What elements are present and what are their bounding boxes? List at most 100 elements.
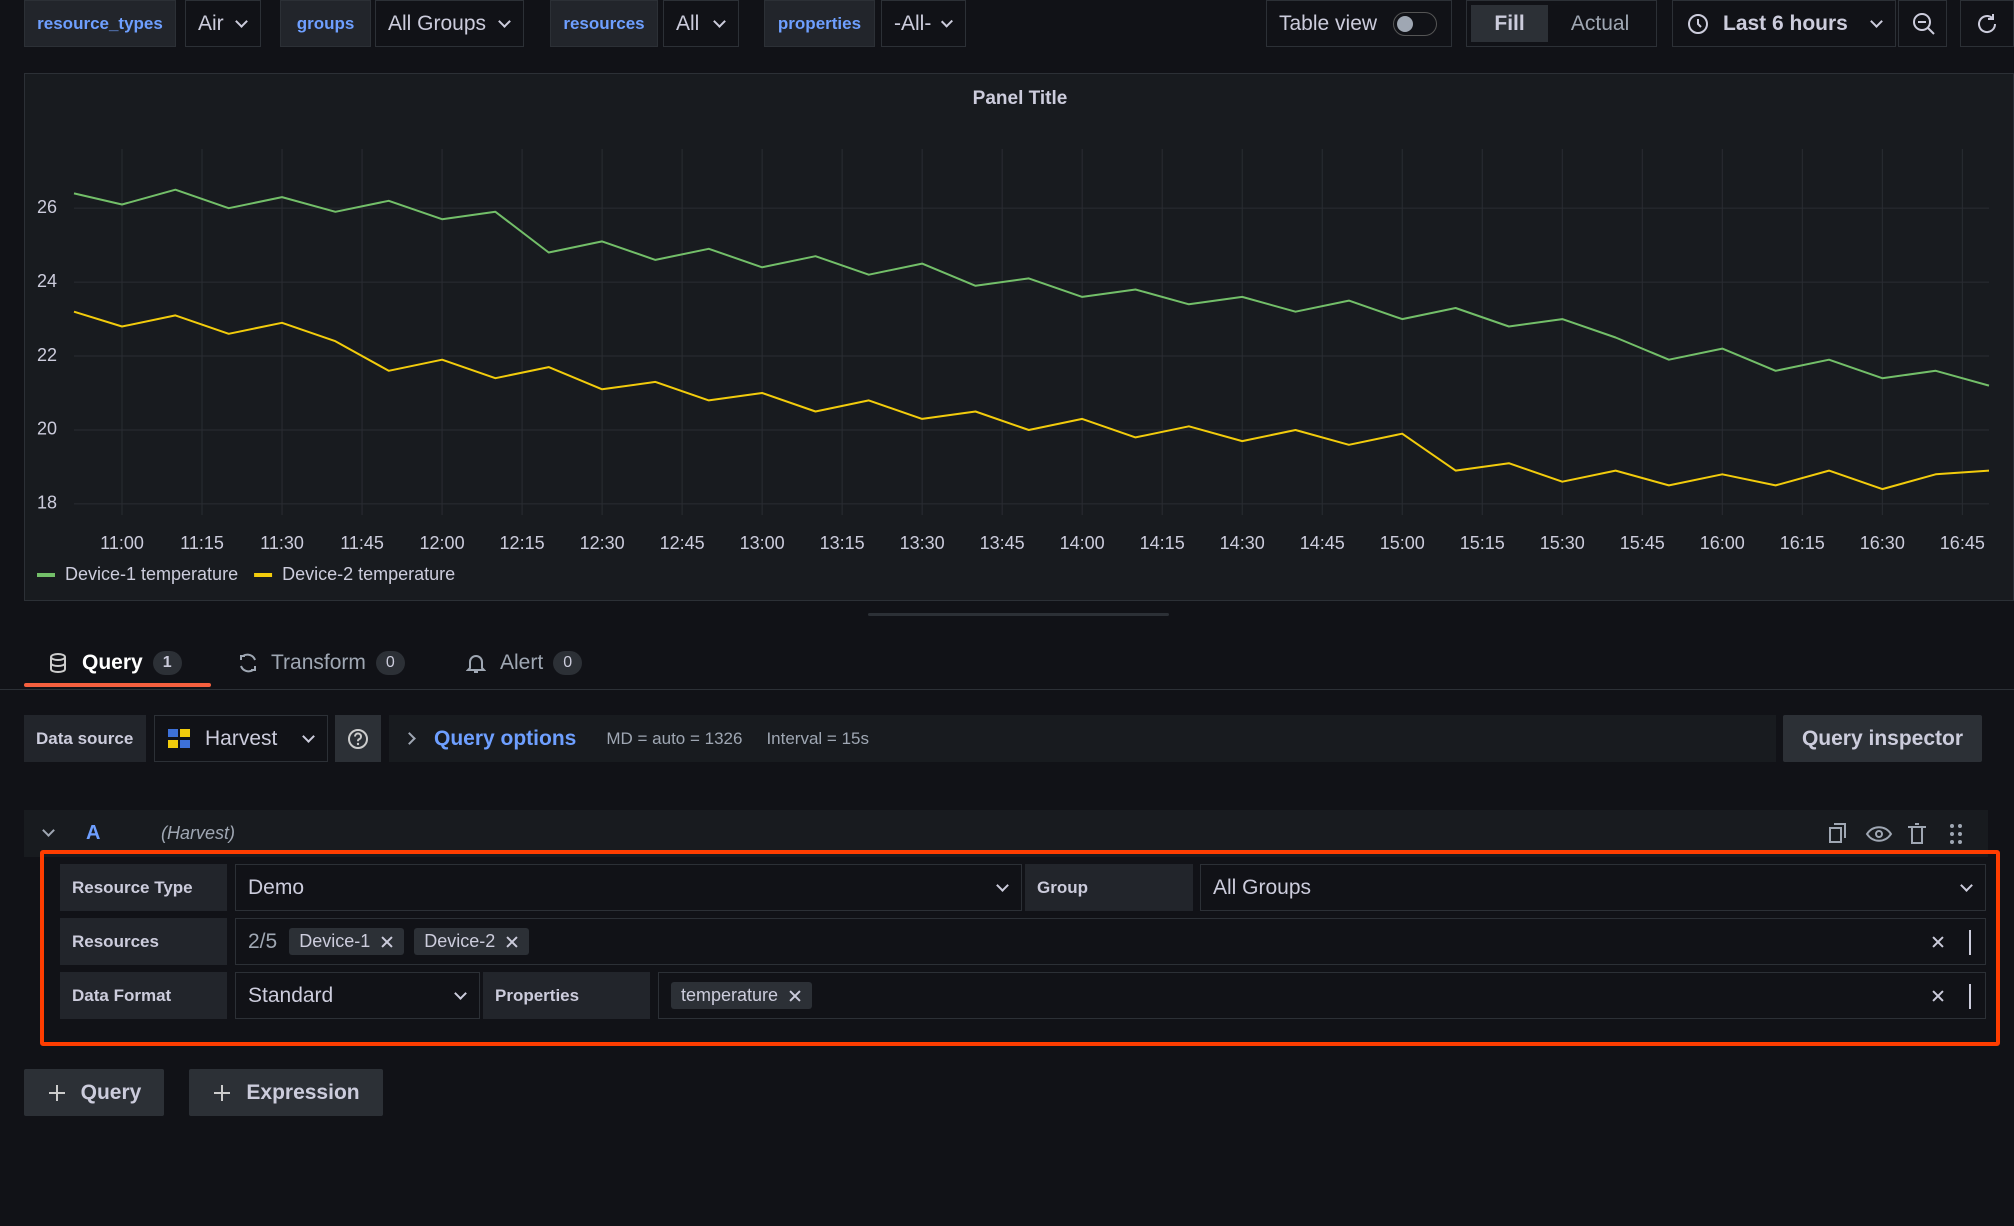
query-options-label: Query options	[434, 727, 576, 751]
time-range: Last 6 hours	[1723, 12, 1848, 36]
panel: Panel Title 182022242611:0011:1511:3011:…	[24, 73, 2014, 601]
x-tick-label: 14:00	[1060, 533, 1105, 553]
x-tick-label: 16:45	[1940, 533, 1985, 553]
variable-label: resources	[550, 0, 658, 47]
x-tick-label: 13:45	[980, 533, 1025, 553]
button-label: Query	[81, 1081, 142, 1105]
chip-label: temperature	[681, 985, 778, 1006]
variable-select[interactable]: Air	[185, 0, 261, 47]
chip[interactable]: temperature	[671, 982, 812, 1009]
x-tick-label: 16:00	[1700, 533, 1745, 553]
tab[interactable]: Alert 0	[466, 647, 582, 679]
data-source-label: Data source	[24, 715, 146, 762]
x-tick-label: 13:30	[900, 533, 945, 553]
button-label: Expression	[246, 1081, 359, 1105]
fill-actual-group: FillActual	[1466, 0, 1657, 47]
x-tick-label: 15:15	[1460, 533, 1505, 553]
query-inspector-button[interactable]: Query inspector	[1783, 715, 1982, 762]
x-tick-label: 11:45	[340, 533, 384, 553]
toggle-label: Table view	[1279, 12, 1377, 36]
x-tick-label: 15:45	[1620, 533, 1665, 553]
chip[interactable]: Device-1	[289, 928, 404, 955]
x-tick-label: 14:15	[1140, 533, 1185, 553]
field-label: Resources	[60, 918, 227, 965]
refresh-button[interactable]	[1960, 0, 2014, 47]
y-tick-label: 20	[37, 419, 57, 439]
field-label: Properties	[483, 972, 650, 1019]
table-view-toggle[interactable]: Table view	[1266, 0, 1452, 47]
x-tick-label: 12:00	[420, 533, 465, 553]
field-label: Data Format	[60, 972, 227, 1019]
properties-select[interactable]: temperature	[658, 972, 1986, 1019]
x-tick-label: 13:15	[820, 533, 865, 553]
chart: Panel Title 182022242611:0011:1511:3011:…	[25, 74, 2013, 600]
query-actions[interactable]	[1824, 822, 1984, 846]
query-datasource: (Harvest)	[161, 823, 235, 844]
x-tick-label: 15:00	[1380, 533, 1425, 553]
tab[interactable]: Query 1	[48, 647, 182, 679]
expand-icon	[1957, 930, 1985, 954]
resources-select[interactable]: 2/5 Device-1 Device-2	[235, 918, 1986, 965]
tab-label: Transform	[271, 651, 366, 675]
field-label: Resource Type	[60, 864, 227, 911]
tab-count: 0	[553, 651, 582, 675]
y-tick-label: 24	[37, 271, 57, 291]
y-tick-label: 22	[37, 345, 57, 365]
legend-label: Device-2 temperature	[282, 564, 455, 584]
chip[interactable]: Device-2	[414, 928, 529, 955]
x-tick-label: 12:30	[580, 533, 625, 553]
splitter[interactable]	[868, 613, 1169, 616]
zoom-out-button[interactable]	[1898, 0, 1947, 47]
query-options[interactable]: Query options MD = auto = 1326 Interval = …	[389, 715, 1776, 762]
clear-button[interactable]	[1931, 935, 1945, 949]
active-tab-indicator	[24, 683, 211, 687]
interval: Interval = 15s	[766, 729, 869, 749]
tab-label: Alert	[500, 651, 543, 675]
x-tick-label: 11:15	[180, 533, 224, 553]
chip-label: Device-1	[299, 931, 370, 952]
x-tick-label: 12:45	[660, 533, 705, 553]
x-tick-label: 14:45	[1300, 533, 1345, 553]
x-tick-label: 16:15	[1780, 533, 1825, 553]
x-tick-label: 14:30	[1220, 533, 1265, 553]
legend-label: Device-1 temperature	[65, 564, 238, 584]
expand-icon	[1957, 984, 1985, 1008]
field-label: Group	[1025, 864, 1193, 911]
chip-label: Device-2	[424, 931, 495, 952]
x-tick-label: 16:30	[1860, 533, 1905, 553]
actual-button[interactable]: Actual	[1548, 12, 1652, 36]
y-tick-label: 26	[37, 197, 57, 217]
tab[interactable]: Transform 0	[237, 647, 405, 679]
fill-button[interactable]: Fill	[1471, 5, 1548, 42]
tab-count: 0	[376, 651, 405, 675]
variable-select[interactable]: -All-	[881, 0, 966, 47]
group-select[interactable]: All Groups	[1200, 864, 1986, 911]
selection-count: 2/5	[248, 930, 277, 954]
chart-title: Panel Title	[973, 88, 1068, 109]
query-ref: A	[86, 822, 100, 845]
x-tick-label: 13:00	[740, 533, 785, 553]
time-picker[interactable]: Last 6 hours	[1672, 0, 1896, 47]
add-expression-button[interactable]: Expression	[189, 1069, 383, 1116]
tab-label: Query	[82, 651, 143, 675]
divider	[0, 689, 2014, 690]
x-tick-label: 12:15	[500, 533, 545, 553]
data-format-select[interactable]: Standard	[235, 972, 480, 1019]
series-line	[74, 312, 1989, 489]
variable-select[interactable]: All	[663, 0, 739, 47]
help-button[interactable]	[335, 715, 381, 762]
y-tick-label: 18	[37, 493, 57, 513]
x-tick-label: 11:30	[260, 533, 304, 553]
toggle-switch	[1393, 12, 1437, 36]
resource-type-select[interactable]: Demo	[235, 864, 1022, 911]
x-tick-label: 15:30	[1540, 533, 1585, 553]
variable-select[interactable]: All Groups	[375, 0, 524, 47]
max-data-points: MD = auto = 1326	[606, 729, 742, 749]
tab-count: 1	[153, 651, 182, 675]
variable-label: groups	[280, 0, 371, 47]
add-query-button[interactable]: Query	[24, 1069, 164, 1116]
variable-label: properties	[764, 0, 875, 47]
data-source-select[interactable]: Harvest	[154, 715, 328, 762]
clear-button[interactable]	[1931, 989, 1945, 1003]
